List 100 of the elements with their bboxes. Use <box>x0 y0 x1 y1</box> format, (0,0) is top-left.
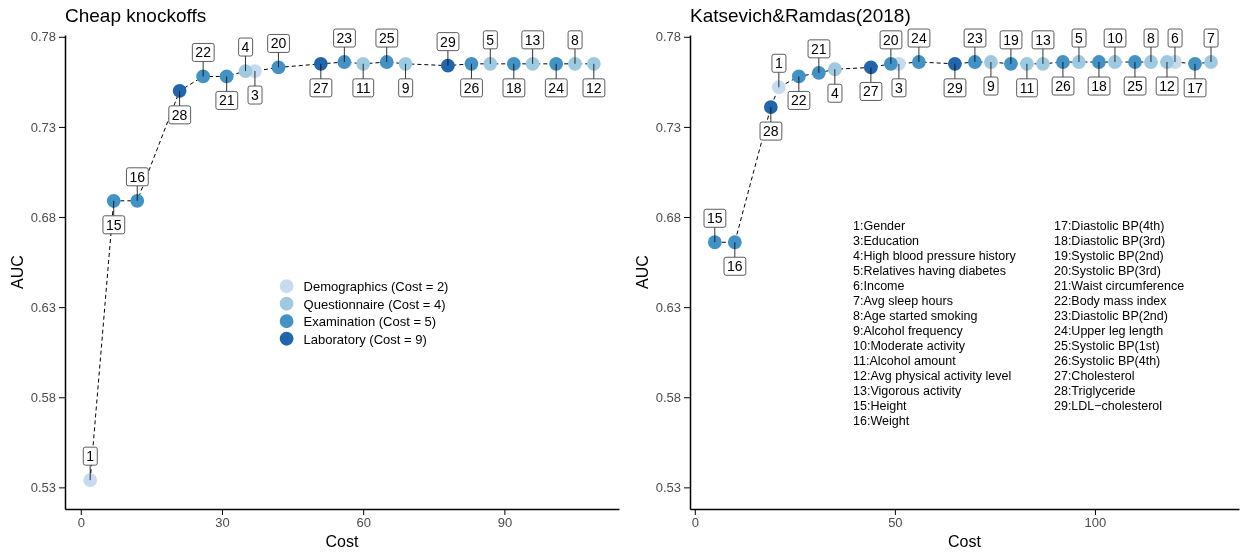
legend-label: Examination (Cost = 5) <box>303 314 437 330</box>
point <box>967 55 982 69</box>
annotation: 21 <box>811 40 827 57</box>
annotation: 5:Relatives having diabetes <box>853 264 1006 278</box>
annotation: 20:Systolic BP(3rd) <box>1053 264 1161 278</box>
point <box>883 56 898 71</box>
y-axis-title: AUC <box>9 255 26 289</box>
point <box>506 56 521 71</box>
point <box>525 56 540 71</box>
annotation: 25 <box>378 30 395 47</box>
annotation: 13:Vigorous activity <box>853 384 962 398</box>
annotation: 26 <box>463 79 480 96</box>
x-tick-label: 30 <box>215 515 230 531</box>
annotation: 4:High blood pressure history <box>853 249 1017 263</box>
x-tick-label: 90 <box>497 515 513 531</box>
annotation: 20 <box>270 35 287 52</box>
annotation: 3:Education <box>853 234 920 248</box>
y-tick-label: 0.78 <box>30 29 56 45</box>
x-axis-title: Cost <box>325 533 359 550</box>
annotation: 4 <box>830 85 839 102</box>
annotation: 21 <box>218 92 235 109</box>
annotation: 6:Income <box>853 279 905 293</box>
point <box>238 64 253 78</box>
point <box>727 235 742 250</box>
point <box>791 69 806 84</box>
x-tick-label: 100 <box>1084 515 1107 531</box>
annotation: 13 <box>524 31 541 48</box>
annotation: 26:Systolic BP(4th) <box>1053 354 1161 368</box>
y-axis-title: AUC <box>634 255 651 289</box>
point <box>379 55 394 69</box>
point <box>984 55 998 69</box>
annotation: 8 <box>571 31 580 48</box>
y-tick-label: 0.53 <box>30 480 56 496</box>
annotation: 22 <box>791 92 807 109</box>
y-tick-label: 0.68 <box>655 209 681 225</box>
annotation: 21:Waist circumference <box>1053 279 1185 293</box>
annotation: 8 <box>1147 30 1156 47</box>
annotation: 6 <box>1171 30 1180 47</box>
point <box>1056 55 1070 69</box>
annotation: 24 <box>911 30 927 47</box>
y-tick-label: 0.53 <box>655 480 681 496</box>
annotation: 23 <box>336 30 353 47</box>
annotation: 4 <box>241 39 250 56</box>
annotation: 11:Alcohol amount <box>853 354 957 368</box>
annotation: 15 <box>105 216 122 233</box>
annotation: 3 <box>894 79 903 96</box>
point <box>1092 55 1106 69</box>
annotation: 1 <box>774 55 783 72</box>
annotation: 16:Weight <box>853 414 910 428</box>
x-tick-label: 0 <box>77 515 85 531</box>
chart-title: Cheap knockoffs <box>65 5 207 26</box>
annotation: 12 <box>1159 78 1175 95</box>
annotation: 24:Upper leg length <box>1053 324 1164 338</box>
legend-label: Demographics (Cost = 2) <box>303 279 449 295</box>
y-tick-label: 0.73 <box>655 119 681 135</box>
y-tick-label: 0.78 <box>655 29 681 45</box>
annotation: 28 <box>171 106 188 123</box>
annotation: 29:LDL−cholesterol <box>1053 399 1163 413</box>
annotation: 23 <box>967 30 983 47</box>
annotation: 27 <box>313 79 329 96</box>
x-tick-label: 60 <box>356 515 371 531</box>
annotation: 25:Systolic BP(1st) <box>1053 339 1160 353</box>
point <box>763 100 778 114</box>
point <box>549 56 564 71</box>
annotation: 9:Alcohol frequency <box>853 324 964 338</box>
point <box>313 56 328 71</box>
annotation: 18 <box>1091 78 1107 95</box>
point <box>356 56 371 71</box>
annotation: 9 <box>987 78 996 95</box>
point <box>483 56 498 71</box>
annotation: 20 <box>883 31 899 48</box>
annotation: 5 <box>486 31 495 48</box>
annotation: 16 <box>129 168 146 185</box>
chart-title: Katsevich&Ramdas(2018) <box>690 5 911 26</box>
annotation: 11 <box>1019 79 1035 96</box>
legend-label: Laboratory (Cost = 9) <box>303 331 427 347</box>
annotation: 8:Age started smoking <box>853 309 978 323</box>
annotation: 27 <box>863 83 879 100</box>
y-tick-label: 0.58 <box>30 389 56 405</box>
annotation: 19 <box>1003 31 1019 48</box>
annotation: 23:Diastolic BP(2nd) <box>1053 309 1168 323</box>
annotation: 24 <box>548 79 565 96</box>
annotation: 22:Body mass index <box>1053 294 1168 308</box>
annotation: 3 <box>251 87 260 104</box>
legend-label: Questionnaire (Cost = 4) <box>303 296 446 312</box>
point <box>464 56 479 71</box>
annotation: 18:Diastolic BP(3rd) <box>1053 234 1166 248</box>
point <box>811 65 826 80</box>
annotation: 10:Moderate activity <box>853 339 966 353</box>
annotation: 17:Diastolic BP(4th) <box>1053 219 1165 233</box>
point <box>219 69 234 84</box>
point <box>1108 55 1122 69</box>
x-tick-label: 50 <box>888 515 903 531</box>
annotation: 28 <box>763 123 779 140</box>
annotation: 26 <box>1055 78 1071 95</box>
y-tick-label: 0.58 <box>655 389 681 405</box>
point <box>586 56 601 71</box>
point <box>106 193 121 208</box>
point <box>1072 55 1086 69</box>
annotation: 18 <box>506 79 522 96</box>
